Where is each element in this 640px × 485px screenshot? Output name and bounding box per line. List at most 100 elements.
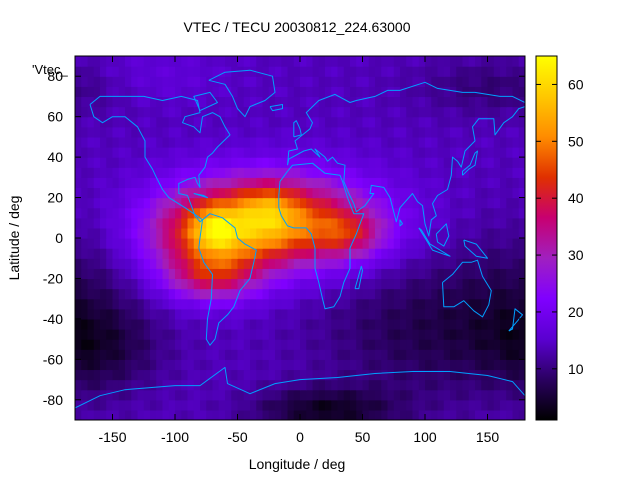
- heatmap-cell: [237, 147, 245, 158]
- heatmap-cell: [387, 399, 395, 411]
- heatmap-cell: [331, 298, 339, 310]
- heatmap-cell: [518, 207, 525, 219]
- heatmap-cell: [200, 359, 207, 371]
- legend-label: 'Vtec_: [32, 62, 68, 77]
- heatmap-cell: [212, 318, 220, 330]
- heatmap-cell: [475, 187, 482, 199]
- heatmap-cell: [512, 217, 520, 229]
- heatmap-cell: [450, 207, 457, 219]
- heatmap-cell: [406, 238, 414, 249]
- coastline-africa: [278, 162, 365, 310]
- heatmap-cell: [150, 227, 157, 239]
- heatmap-cell: [412, 217, 420, 229]
- heatmap-cell: [312, 197, 320, 209]
- heatmap-cell: [506, 227, 514, 239]
- heatmap-cell: [193, 167, 201, 178]
- heatmap-cell: [425, 268, 432, 280]
- heatmap-cell: [293, 268, 301, 280]
- heatmap-cell: [337, 227, 345, 239]
- heatmap-cell: [493, 86, 501, 98]
- heatmap-cell: [425, 298, 432, 310]
- colorbar-tick-label: 20: [568, 304, 584, 320]
- heatmap-cell: [250, 248, 257, 259]
- heatmap-cell: [368, 349, 376, 360]
- heatmap-cell: [425, 126, 432, 138]
- heatmap-cell: [343, 177, 351, 189]
- heatmap-cell: [462, 116, 470, 128]
- heatmap-cell: [337, 86, 345, 98]
- heatmap-cell: [400, 308, 407, 320]
- heatmap-cell: [400, 389, 407, 401]
- heatmap-cell: [162, 258, 170, 269]
- heatmap-cell: [381, 126, 389, 138]
- heatmap-cell: [168, 369, 176, 381]
- heatmap-cell: [493, 217, 501, 229]
- heatmap-cell: [431, 86, 439, 98]
- heatmap-cell: [337, 66, 345, 77]
- heatmap-cell: [256, 167, 264, 178]
- heatmap-cell: [331, 56, 339, 67]
- heatmap-cell: [518, 187, 525, 199]
- heatmap-cell: [425, 278, 432, 290]
- heatmap-cell: [512, 86, 520, 98]
- heatmap-cell: [493, 339, 501, 350]
- heatmap-cell: [456, 349, 464, 360]
- heatmap-cell: [275, 409, 282, 420]
- coastline-great-britain: [293, 120, 302, 138]
- heatmap-cell: [418, 86, 426, 98]
- heatmap-cell: [275, 116, 282, 128]
- heatmap-cell: [456, 298, 464, 310]
- heatmap-cell: [481, 157, 489, 168]
- heatmap-cell: [312, 167, 320, 178]
- heatmap-cell: [362, 187, 370, 199]
- heatmap-cell: [150, 207, 157, 219]
- heatmap-cell: [75, 278, 82, 290]
- heatmap-cell: [81, 66, 89, 77]
- heatmap-cell: [262, 268, 270, 280]
- heatmap-cell: [443, 136, 451, 148]
- heatmap-cell: [412, 339, 420, 350]
- heatmap-cell: [487, 227, 495, 239]
- heatmap-cell: [256, 268, 264, 280]
- coastline-south-america: [198, 213, 257, 346]
- heatmap-cell: [362, 56, 370, 67]
- heatmap-cell: [337, 207, 345, 219]
- heatmap-cell: [175, 207, 182, 219]
- heatmap-cell: [443, 288, 451, 300]
- heatmap-cell: [137, 106, 145, 118]
- heatmap-cell: [300, 96, 307, 108]
- heatmap-cell: [75, 167, 82, 178]
- heatmap-cell: [187, 339, 195, 350]
- heatmap-cell: [250, 207, 257, 219]
- heatmap-cell: [125, 157, 132, 168]
- heatmap-cell: [450, 278, 457, 290]
- heatmap-cell: [100, 126, 107, 138]
- heatmap-cell: [406, 369, 414, 381]
- heatmap-cell: [387, 339, 395, 350]
- heatmap-cell: [175, 197, 182, 209]
- heatmap-cell: [262, 217, 270, 229]
- heatmap-cell: [462, 278, 470, 290]
- heatmap-cell: [225, 288, 232, 300]
- heatmap-cell: [318, 268, 326, 280]
- heatmap-cell: [375, 238, 382, 249]
- heatmap-cell: [518, 116, 525, 128]
- heatmap-cell: [150, 136, 157, 148]
- heatmap-cell: [475, 278, 482, 290]
- heatmap-cell: [168, 227, 176, 239]
- heatmap-cell: [162, 187, 170, 199]
- heatmap-cell: [337, 147, 345, 158]
- heatmap-cell: [512, 268, 520, 280]
- heatmap-cell: [125, 248, 132, 259]
- heatmap-cell: [437, 399, 445, 411]
- heatmap-cell: [400, 157, 407, 168]
- y-tick-label: 20: [47, 190, 63, 206]
- heatmap-cell: [318, 76, 326, 87]
- heatmap-cell: [325, 167, 332, 178]
- heatmap-cell: [187, 298, 195, 310]
- heatmap-cell: [81, 308, 89, 320]
- heatmap-cell: [93, 207, 101, 219]
- heatmap-cell: [212, 389, 220, 401]
- heatmap-cell: [325, 359, 332, 371]
- heatmap-cell: [300, 359, 307, 371]
